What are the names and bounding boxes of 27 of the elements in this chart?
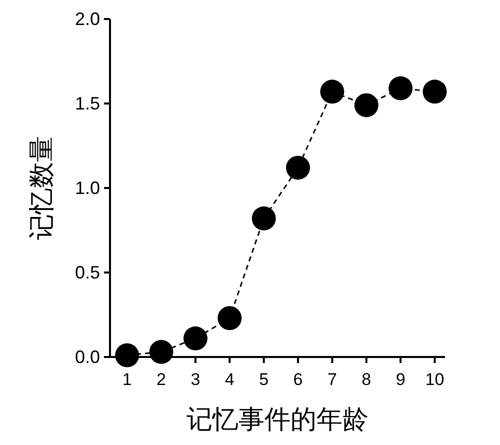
x-tick-label: 9 [396,370,406,389]
x-tick-label: 10 [425,370,444,389]
point [183,326,208,350]
point [388,76,413,100]
x-tick-label: 3 [190,370,200,389]
point [286,156,310,180]
x-tick-label: 2 [156,370,166,389]
point [320,80,344,104]
y-tick-label: 0.0 [74,347,100,367]
point [115,343,140,368]
x-axis-title: 记忆事件的年龄 [186,404,368,434]
x-tick-label: 6 [293,370,303,389]
x-tick-label: 1 [122,370,132,389]
x-tick-label: 5 [259,370,269,389]
x-tick-label: 4 [224,370,234,389]
y-tick-label: 1.5 [74,94,100,114]
y-axis-title: 记忆数量 [26,136,56,240]
y-tick-label: 0.5 [74,262,100,282]
x-tick-label: 8 [362,370,372,389]
point [252,206,276,230]
point [354,93,378,118]
point [422,80,447,104]
point [218,306,242,330]
point [149,340,174,364]
y-tick-label: 1.0 [74,178,100,198]
y-tick-label: 2.0 [74,9,100,29]
x-tick-label: 7 [327,370,337,389]
